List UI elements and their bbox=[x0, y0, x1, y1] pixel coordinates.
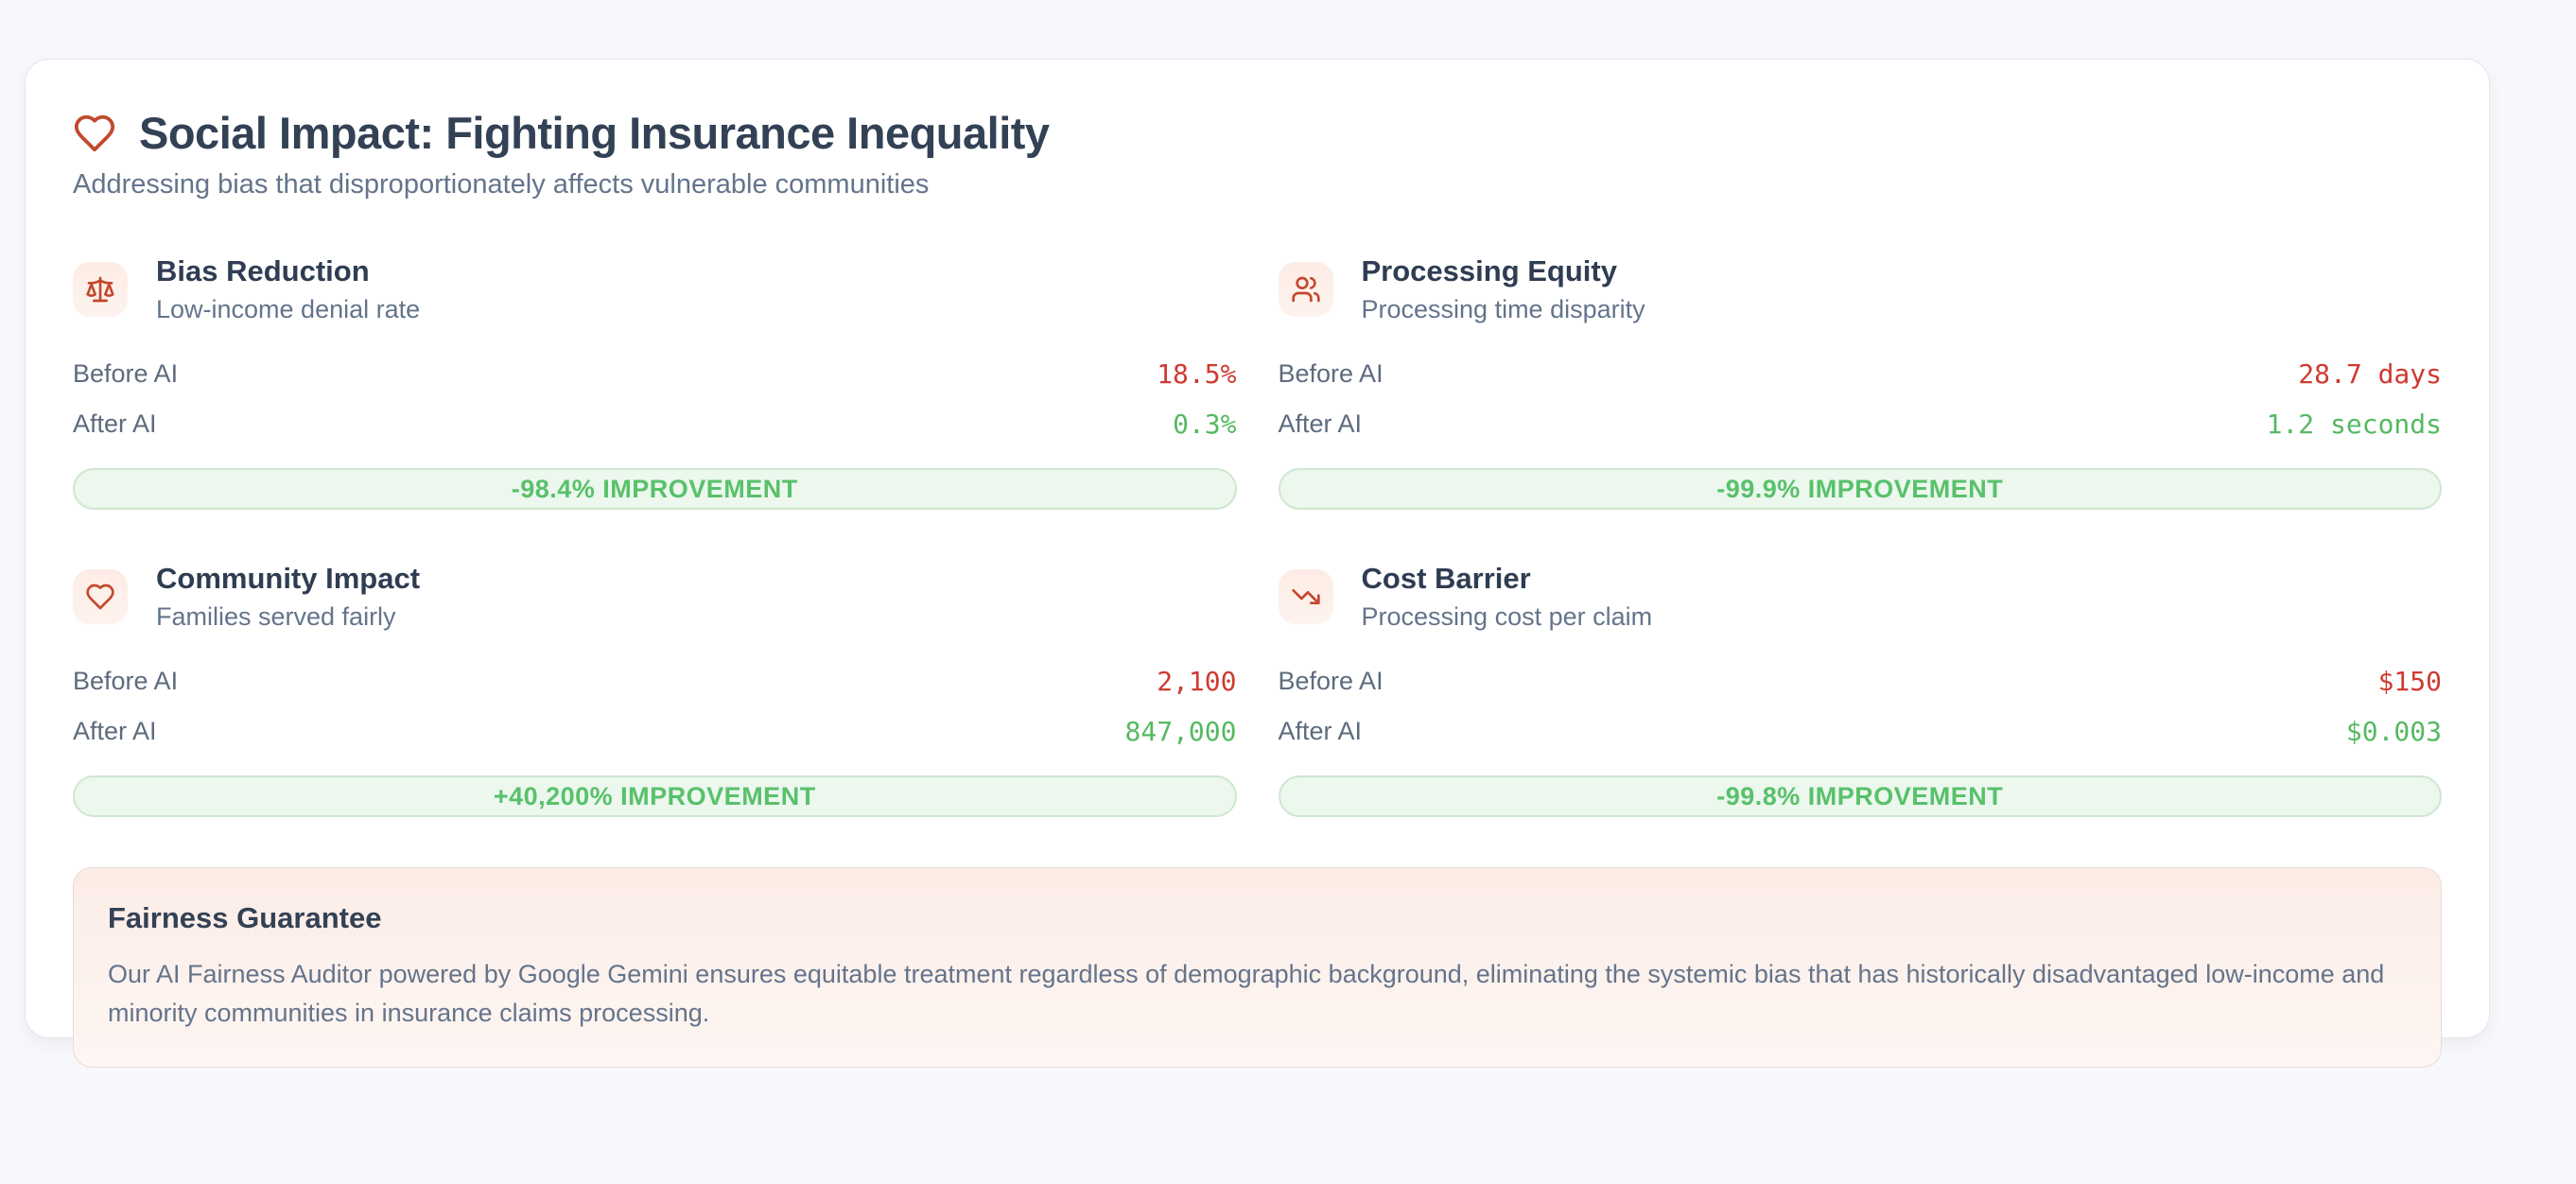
heart-icon bbox=[74, 114, 115, 152]
metric-card-bias-reduction: Bias Reduction Low-income denial rate Be… bbox=[73, 254, 1237, 510]
before-row: Before AI 18.5% bbox=[73, 349, 1237, 399]
metric-icon-chip bbox=[1278, 569, 1333, 624]
after-value: 1.2 seconds bbox=[2266, 409, 2442, 440]
metric-subtitle: Processing time disparity bbox=[1361, 295, 1645, 323]
before-label: Before AI bbox=[1278, 667, 1384, 695]
after-value: $0.003 bbox=[2345, 716, 2442, 747]
before-value: 28.7 days bbox=[2298, 358, 2442, 390]
improvement-badge: -99.8% IMPROVEMENT bbox=[1278, 775, 2442, 817]
after-label: After AI bbox=[1278, 717, 1363, 745]
after-label: After AI bbox=[73, 409, 157, 438]
after-row: After AI 0.3% bbox=[73, 399, 1237, 449]
users-icon bbox=[1291, 276, 1320, 303]
metric-header: Processing Equity Processing time dispar… bbox=[1278, 254, 2443, 324]
metric-subtitle: Processing cost per claim bbox=[1361, 602, 1653, 631]
heart-icon bbox=[86, 583, 114, 610]
after-label: After AI bbox=[73, 717, 157, 745]
improvement-badge: -99.9% IMPROVEMENT bbox=[1278, 468, 2442, 510]
metric-rows: Before AI 18.5% After AI 0.3% bbox=[73, 349, 1237, 449]
metric-card-community-impact: Community Impact Families served fairly … bbox=[73, 562, 1237, 817]
metric-card-processing-equity: Processing Equity Processing time dispar… bbox=[1278, 254, 2443, 510]
improvement-badge: +40,200% IMPROVEMENT bbox=[73, 775, 1237, 817]
page-title: Social Impact: Fighting Insurance Inequa… bbox=[139, 108, 1050, 158]
metric-card-cost-barrier: Cost Barrier Processing cost per claim B… bbox=[1278, 562, 2443, 817]
fairness-body: Our AI Fairness Auditor powered by Googl… bbox=[108, 960, 2385, 1027]
after-label: After AI bbox=[1278, 409, 1363, 438]
metric-rows: Before AI $150 After AI $0.003 bbox=[1279, 656, 2443, 757]
social-impact-card: Social Impact: Fighting Insurance Inequa… bbox=[25, 59, 2490, 1068]
metric-header: Bias Reduction Low-income denial rate bbox=[73, 254, 1237, 324]
metric-header-text: Processing Equity Processing time dispar… bbox=[1362, 254, 1645, 324]
metric-header: Community Impact Families served fairly bbox=[73, 562, 1237, 632]
improvement-badge: -98.4% IMPROVEMENT bbox=[73, 468, 1237, 510]
page-subtitle: Addressing bias that disproportionately … bbox=[73, 169, 930, 200]
fairness-title: Fairness Guarantee bbox=[108, 901, 382, 934]
metric-icon-chip bbox=[1278, 262, 1333, 317]
card-header: Social Impact: Fighting Insurance Inequa… bbox=[73, 107, 2442, 160]
metric-header-text: Community Impact Families served fairly bbox=[156, 562, 420, 632]
before-row: Before AI 2,100 bbox=[73, 656, 1237, 706]
before-label: Before AI bbox=[73, 359, 179, 388]
before-row: Before AI $150 bbox=[1279, 656, 2443, 706]
trending-down-icon bbox=[1291, 589, 1320, 604]
metric-subtitle: Families served fairly bbox=[156, 602, 396, 631]
after-value: 0.3% bbox=[1173, 409, 1237, 440]
metric-icon-chip bbox=[73, 569, 128, 624]
metric-rows: Before AI 28.7 days After AI 1.2 seconds bbox=[1279, 349, 2443, 449]
metric-title: Community Impact bbox=[156, 562, 421, 595]
metric-header-text: Bias Reduction Low-income denial rate bbox=[156, 254, 420, 324]
before-value: 18.5% bbox=[1157, 358, 1237, 390]
after-row: After AI $0.003 bbox=[1279, 706, 2443, 757]
before-value: 2,100 bbox=[1157, 666, 1237, 697]
after-row: After AI 1.2 seconds bbox=[1279, 399, 2443, 449]
after-value: 847,000 bbox=[1124, 716, 1237, 747]
before-row: Before AI 28.7 days bbox=[1279, 349, 2443, 399]
scale-icon bbox=[86, 276, 114, 303]
metric-header: Cost Barrier Processing cost per claim bbox=[1278, 562, 2443, 632]
metrics-grid: Bias Reduction Low-income denial rate Be… bbox=[73, 254, 2442, 817]
metric-title: Cost Barrier bbox=[1361, 562, 1531, 595]
metric-icon-chip bbox=[73, 262, 128, 317]
metric-subtitle: Low-income denial rate bbox=[156, 295, 421, 323]
before-value: $150 bbox=[2377, 666, 2442, 697]
fairness-panel: Fairness Guarantee Our AI Fairness Audit… bbox=[73, 867, 2442, 1068]
metric-title: Bias Reduction bbox=[156, 254, 370, 287]
after-row: After AI 847,000 bbox=[73, 706, 1237, 757]
metric-header-text: Cost Barrier Processing cost per claim bbox=[1362, 562, 1653, 632]
before-label: Before AI bbox=[73, 667, 179, 695]
before-label: Before AI bbox=[1278, 359, 1384, 388]
metric-rows: Before AI 2,100 After AI 847,000 bbox=[73, 656, 1237, 757]
metric-title: Processing Equity bbox=[1361, 254, 1617, 287]
